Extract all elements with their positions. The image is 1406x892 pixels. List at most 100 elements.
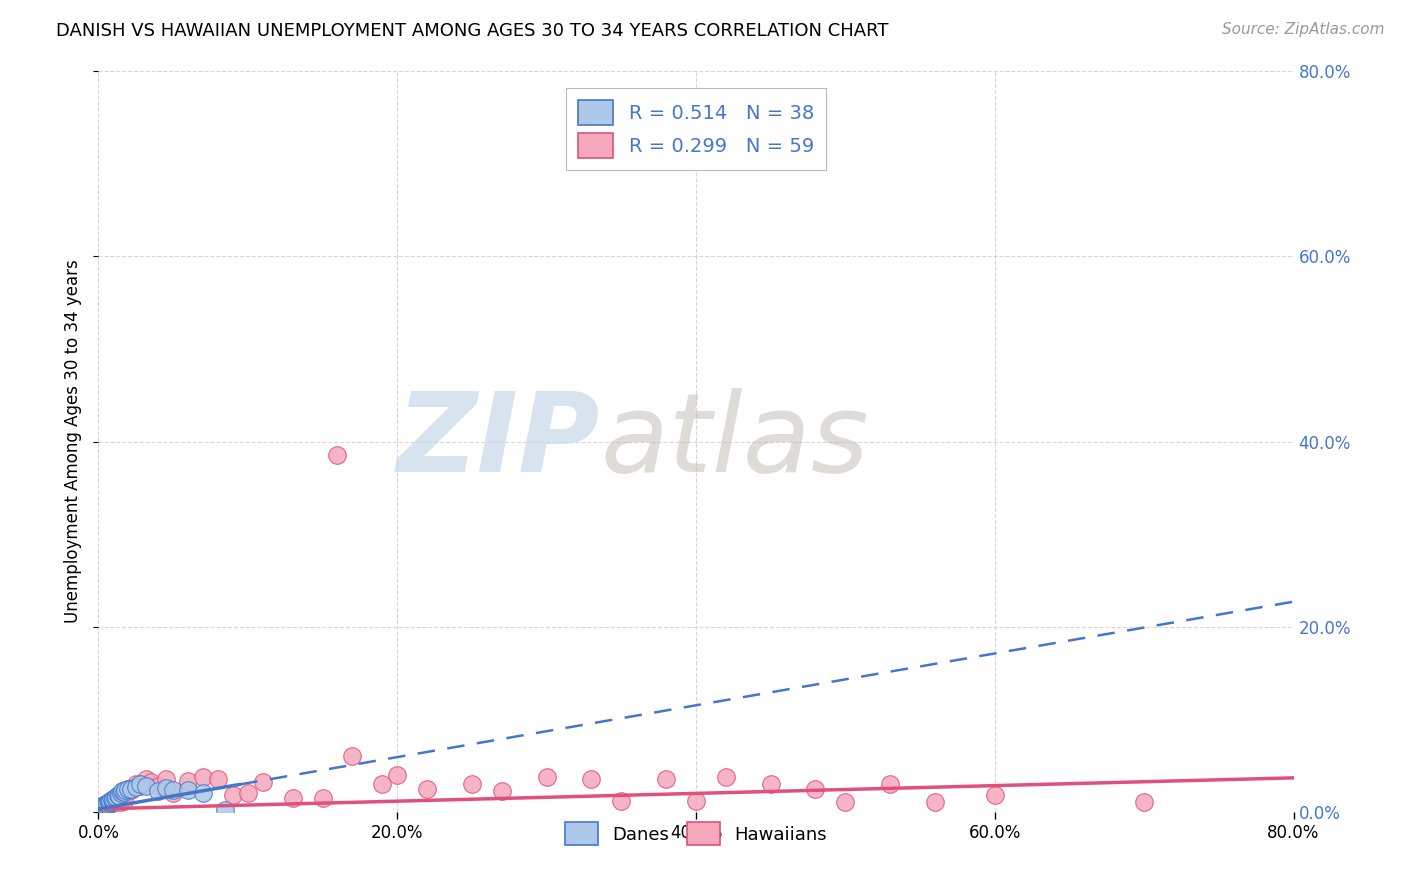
Point <box>536 770 558 784</box>
Point <box>89 801 111 815</box>
Point <box>89 800 111 814</box>
Point <box>125 777 148 791</box>
Point <box>94 797 117 812</box>
Point <box>714 770 737 784</box>
Point <box>125 780 148 794</box>
Point <box>87 803 110 817</box>
Point <box>117 781 139 796</box>
Point <box>104 794 127 808</box>
Point <box>101 793 124 807</box>
Point <box>97 797 120 811</box>
Point <box>281 790 304 805</box>
Point <box>90 801 112 815</box>
Text: atlas: atlas <box>600 388 869 495</box>
Point <box>90 800 112 814</box>
Point <box>111 784 134 798</box>
Point <box>117 781 139 796</box>
Point <box>91 799 114 814</box>
Point <box>98 797 122 812</box>
Point <box>98 794 122 808</box>
Point <box>114 784 136 798</box>
Point <box>655 772 678 787</box>
Point <box>101 796 124 810</box>
Point <box>90 802 112 816</box>
Point <box>461 777 484 791</box>
Point <box>491 784 513 798</box>
Point <box>104 790 127 805</box>
Point <box>177 782 200 797</box>
Point <box>94 800 117 814</box>
Point <box>834 796 856 810</box>
Point <box>110 795 132 809</box>
Text: DANISH VS HAWAIIAN UNEMPLOYMENT AMONG AGES 30 TO 34 YEARS CORRELATION CHART: DANISH VS HAWAIIAN UNEMPLOYMENT AMONG AG… <box>56 22 889 40</box>
Point <box>326 449 349 463</box>
Point <box>91 802 114 816</box>
Point <box>1133 796 1156 810</box>
Point <box>804 781 827 796</box>
Point <box>105 796 128 810</box>
Point <box>155 772 177 787</box>
Point <box>120 783 142 797</box>
Point <box>94 797 117 812</box>
Point <box>148 779 170 793</box>
Point <box>97 797 120 811</box>
Point <box>610 794 633 808</box>
Point <box>96 797 118 812</box>
Point <box>89 802 111 816</box>
Point <box>236 786 259 800</box>
Point <box>94 799 117 814</box>
Point <box>114 783 136 797</box>
Point <box>111 786 134 800</box>
Point <box>93 798 115 813</box>
Point <box>207 772 229 787</box>
Point <box>108 790 131 805</box>
Point <box>97 796 120 810</box>
Point <box>252 775 274 789</box>
Point <box>89 802 111 816</box>
Point <box>120 781 142 796</box>
Point <box>191 770 214 784</box>
Point <box>135 772 157 787</box>
Point <box>214 803 236 817</box>
Point <box>191 786 214 800</box>
Point <box>342 749 364 764</box>
Point <box>108 789 131 803</box>
Point <box>103 791 125 805</box>
Point <box>155 780 177 795</box>
Point <box>385 767 409 781</box>
Point <box>112 785 135 799</box>
Point <box>107 788 129 802</box>
Point <box>93 798 115 813</box>
Point <box>91 801 114 815</box>
Point <box>879 777 901 791</box>
Point <box>112 794 135 808</box>
Point <box>162 783 184 797</box>
Point <box>222 788 245 802</box>
Point <box>129 777 152 791</box>
Point <box>105 789 128 804</box>
Point <box>91 799 114 814</box>
Point <box>96 799 118 814</box>
Point <box>98 795 122 809</box>
Point <box>685 794 707 808</box>
Point <box>129 779 152 793</box>
Point <box>759 777 782 791</box>
Point <box>924 796 946 810</box>
Point <box>139 775 162 789</box>
Point <box>148 784 170 798</box>
Point <box>371 777 394 791</box>
Y-axis label: Unemployment Among Ages 30 to 34 years: Unemployment Among Ages 30 to 34 years <box>65 260 83 624</box>
Legend: Danes, Hawaiians: Danes, Hawaiians <box>557 814 835 855</box>
Point <box>103 795 125 809</box>
Point <box>87 803 110 817</box>
Point <box>416 781 439 796</box>
Point <box>311 790 333 805</box>
Point <box>984 788 1007 802</box>
Point <box>107 793 129 807</box>
Text: ZIP: ZIP <box>396 388 600 495</box>
Point <box>581 772 603 787</box>
Point <box>177 774 200 789</box>
Point <box>162 786 184 800</box>
Point <box>135 779 157 793</box>
Point <box>93 800 115 814</box>
